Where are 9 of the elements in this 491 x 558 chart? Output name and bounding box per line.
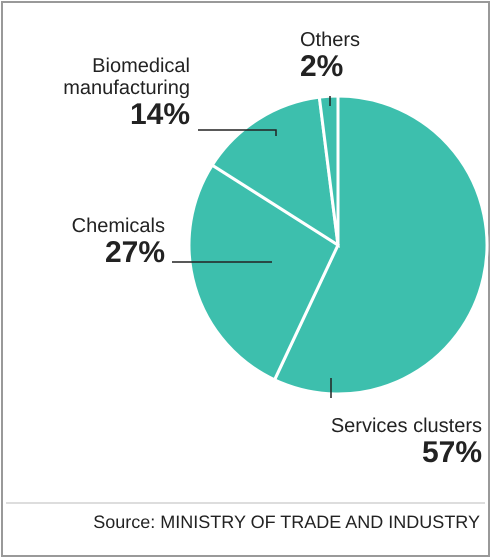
data-label: 57% — [422, 436, 482, 469]
slice-label: Biomedical manufacturing — [63, 55, 190, 99]
source-note: Source: MINISTRY OF TRADE AND INDUSTRY — [93, 512, 480, 532]
data-label: 27% — [104, 236, 165, 269]
slice-label: Others — [300, 29, 360, 51]
data-label: 14% — [130, 98, 190, 131]
data-label: 2% — [300, 50, 344, 83]
slice-label: Services clusters — [330, 415, 482, 437]
slice-label: Chemicals — [72, 215, 165, 237]
